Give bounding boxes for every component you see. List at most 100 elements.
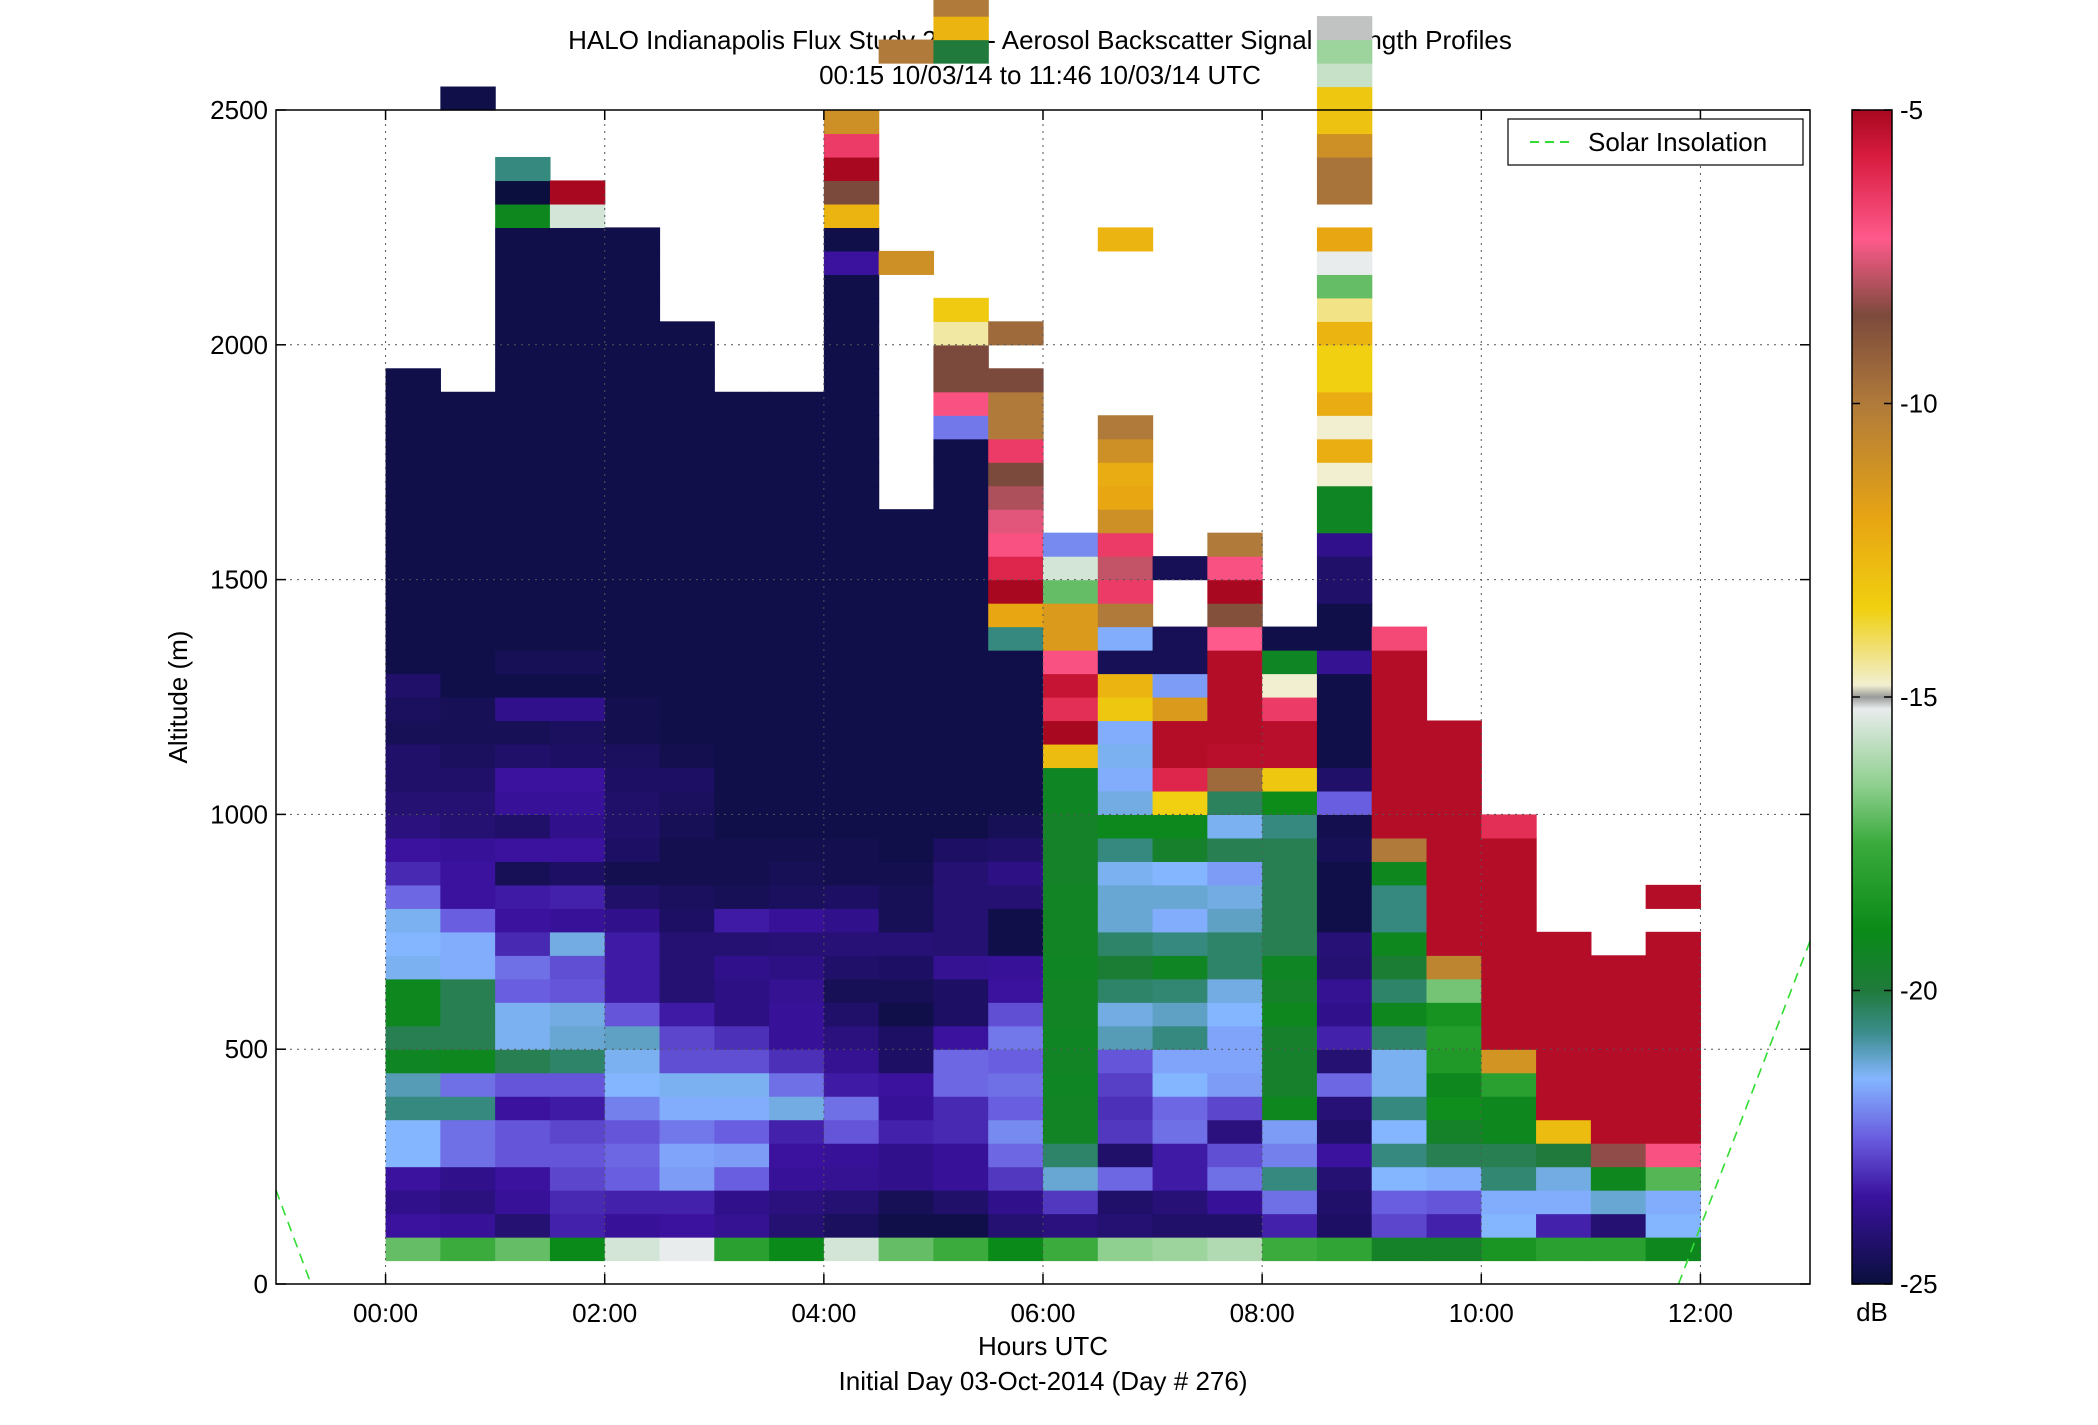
heatmap-cell (1262, 1190, 1318, 1215)
heatmap-cell (1262, 650, 1318, 675)
heatmap-cell (549, 1213, 606, 1238)
heatmap-cell (1536, 978, 1592, 1003)
heatmap-cell (714, 767, 770, 792)
heatmap-cell (1371, 790, 1428, 815)
heatmap-cell (1316, 1072, 1373, 1097)
x-tick-label: 10:00 (1449, 1298, 1514, 1328)
heatmap-cell (1097, 814, 1154, 839)
heatmap-cell (714, 931, 770, 956)
heatmap-cell (823, 603, 880, 628)
heatmap-cell (604, 1143, 661, 1168)
heatmap-cell (1097, 978, 1154, 1003)
heatmap-cell (1481, 1143, 1537, 1168)
heatmap-cell (988, 1190, 1044, 1215)
heatmap-cell (878, 1213, 935, 1238)
heatmap-cell (933, 1143, 989, 1168)
heatmap-cell (1152, 650, 1208, 675)
heatmap-cell (495, 673, 551, 698)
heatmap-cell (1152, 673, 1208, 698)
heatmap-cell (1097, 931, 1154, 956)
heatmap-cell (495, 767, 551, 792)
heatmap-cell (988, 1025, 1044, 1050)
heatmap-cell (1426, 931, 1482, 956)
heatmap-cell (1481, 861, 1537, 886)
heatmap-cell (769, 955, 825, 980)
heatmap-cell (878, 767, 935, 792)
heatmap-cell (1152, 1166, 1208, 1191)
heatmap-cell (714, 650, 770, 675)
heatmap-cell (714, 1213, 770, 1238)
heatmap-cell (604, 697, 661, 722)
heatmap-cell (1371, 1096, 1428, 1121)
heatmap-cell (495, 1237, 551, 1262)
heatmap-cell (1371, 1143, 1428, 1168)
heatmap-cell (1481, 1096, 1537, 1121)
heatmap-cell (1316, 1002, 1373, 1027)
heatmap-cell (549, 814, 606, 839)
heatmap-cell (823, 462, 880, 487)
heatmap-cell (1262, 955, 1318, 980)
heatmap-cell (385, 1213, 441, 1238)
heatmap-cell (1207, 579, 1263, 604)
x-axis-ticks: 00:00 02:00 04:00 06:00 08:00 10:00 12:00 (353, 110, 1733, 1328)
heatmap-cell (604, 978, 661, 1003)
heatmap-cell (1590, 1213, 1647, 1238)
heatmap-cell (1207, 814, 1263, 839)
heatmap-cell (1207, 1049, 1263, 1074)
heatmap-cell (1097, 1049, 1154, 1074)
heatmap-cell (769, 556, 825, 581)
heatmap-cell (659, 415, 715, 440)
x-axis-label-day: Initial Day 03-Oct-2014 (Day # 276) (839, 1366, 1248, 1396)
y-tick-label: 1500 (210, 565, 268, 595)
heatmap-cell (495, 180, 551, 205)
heatmap-cell (823, 861, 880, 886)
heatmap-cell (1590, 1119, 1647, 1144)
heatmap-cell (1316, 368, 1373, 393)
heatmap-cell (1426, 884, 1482, 909)
heatmap-cell (385, 908, 441, 933)
heatmap-cell (495, 321, 551, 346)
heatmap-cell (495, 368, 551, 393)
heatmap-cell (769, 579, 825, 604)
heatmap-cell (659, 321, 715, 346)
heatmap-cell (714, 509, 770, 534)
heatmap-cell (1097, 1002, 1154, 1027)
heatmap-cell (440, 1190, 496, 1215)
heatmap-cell (659, 344, 715, 369)
heatmap-cell (823, 743, 880, 769)
heatmap-cell (385, 1002, 441, 1027)
heatmap-cell (1262, 743, 1318, 769)
heatmap-cell (878, 908, 935, 933)
heatmap-cell (1207, 978, 1263, 1003)
heatmap-cell (659, 509, 715, 534)
heatmap-cell (1207, 1119, 1263, 1144)
heatmap-cell (549, 274, 606, 299)
heatmap-cell (385, 1072, 441, 1097)
heatmap-cell (440, 86, 496, 111)
heatmap-cell (385, 650, 441, 675)
heatmap-cell (1043, 884, 1099, 909)
heatmap-cell (714, 908, 770, 933)
heatmap-cell (604, 250, 661, 275)
heatmap-cell (440, 626, 496, 651)
heatmap-cell (604, 884, 661, 909)
heatmap-cell (495, 415, 551, 440)
heatmap-cell (933, 344, 989, 369)
heatmap-cell (1316, 767, 1373, 792)
heatmap-cell (1097, 861, 1154, 886)
heatmap-cell (878, 1119, 935, 1144)
heatmap-cell (933, 955, 989, 980)
heatmap-cell (714, 1096, 770, 1121)
heatmap-cell (1371, 650, 1428, 675)
heatmap-cell (495, 861, 551, 886)
heatmap-cell (988, 1096, 1044, 1121)
legend-entry-solar-insolation: Solar Insolation (1588, 127, 1767, 157)
heatmap-cell (1043, 1166, 1099, 1191)
heatmap-cell (549, 1119, 606, 1144)
heatmap-cell (769, 509, 825, 534)
heatmap-cell (714, 1072, 770, 1097)
heatmap-cell (1207, 1002, 1263, 1027)
heatmap-cell (1262, 1143, 1318, 1168)
heatmap-cell (933, 368, 989, 393)
